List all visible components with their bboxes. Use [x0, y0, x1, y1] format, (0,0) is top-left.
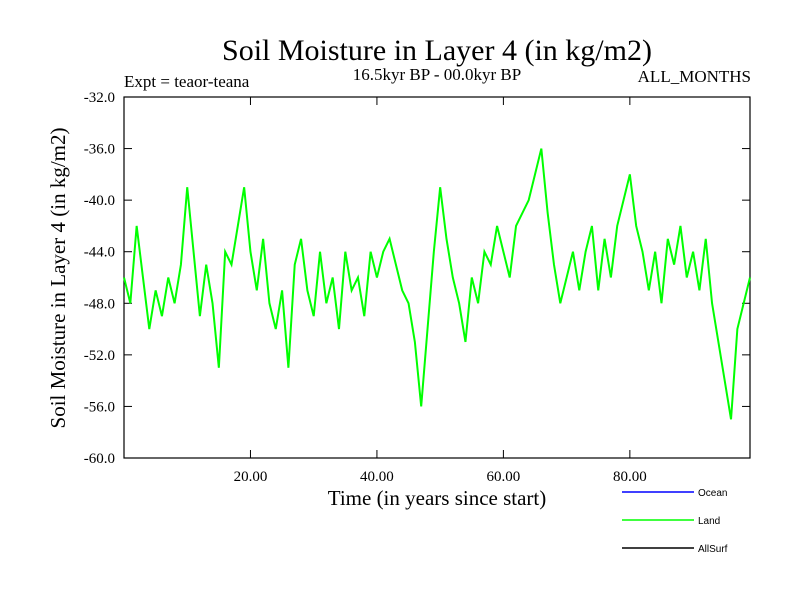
y-tick-label: -32.0	[84, 90, 115, 106]
legend-label-ocean: Ocean	[698, 488, 727, 499]
y-tick-label: -44.0	[84, 245, 115, 261]
legend-label-allsurf: AllSurf	[698, 544, 728, 555]
x-axis-label: Time (in years since start)	[328, 486, 547, 510]
y-tick-label: -36.0	[84, 142, 115, 158]
x-tick-label: 80.00	[613, 469, 647, 485]
x-tick-label: 20.00	[234, 469, 268, 485]
x-tick-label: 40.00	[360, 469, 394, 485]
land-series-line	[123, 148, 751, 420]
months-label: ALL_MONTHS	[638, 67, 751, 86]
y-tick-label: -52.0	[84, 348, 115, 364]
chart-title: Soil Moisture in Layer 4 (in kg/m2)	[222, 34, 652, 67]
legend-label-land: Land	[698, 516, 720, 527]
experiment-label: Expt = teaor-teana	[124, 72, 250, 91]
y-tick-label: -40.0	[84, 193, 115, 209]
x-tick-label: 60.00	[487, 469, 521, 485]
y-tick-label: -48.0	[84, 296, 115, 312]
y-tick-label: -56.0	[84, 399, 115, 415]
y-axis-label: Soil Moisture in Layer 4 (in kg/m2)	[46, 128, 70, 429]
legend: Ocean Land AllSurf	[622, 488, 728, 555]
y-tick-label: -60.0	[84, 451, 115, 467]
time-range-label: 16.5kyr BP - 00.0kyr BP	[353, 65, 521, 84]
plot-area: 20.00 40.00 60.00 80.00 -60.0 -56.0 -52.0 -48.0…	[84, 90, 751, 485]
